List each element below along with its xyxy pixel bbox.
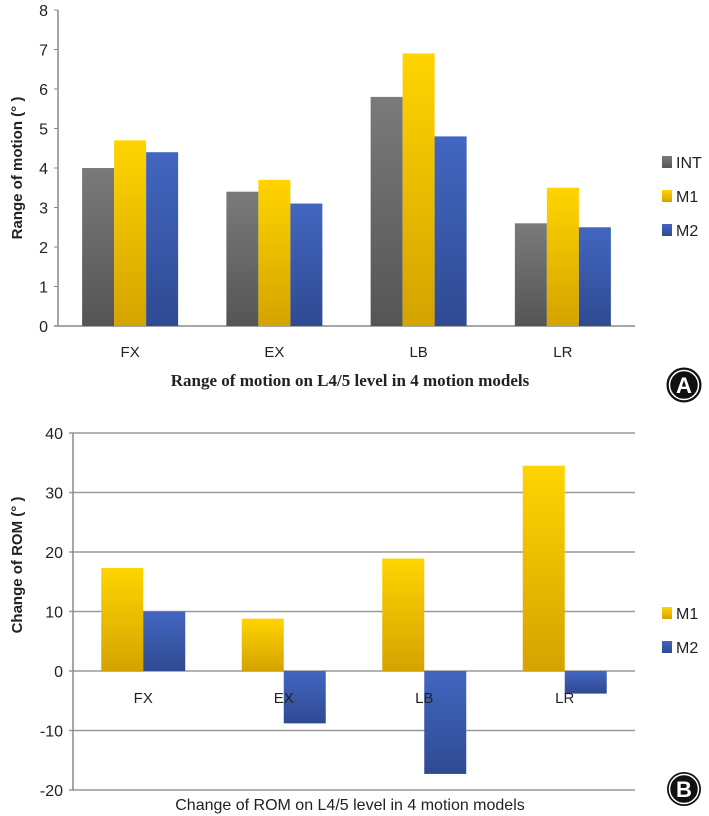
x-tick-label: FX <box>121 344 140 361</box>
bar-m1-lr <box>546 187 579 326</box>
y-axis-label-a: Range of motion (° ) <box>9 97 26 240</box>
x-tick-label: LB <box>409 344 427 361</box>
x-tick-label: EX <box>274 690 294 707</box>
legend-swatch-int <box>662 156 672 168</box>
legend-label-m1: M1 <box>676 189 698 206</box>
bar-m1-lb <box>402 53 435 326</box>
bar-int-lr <box>514 223 547 326</box>
x-tick-label: EX <box>264 344 284 361</box>
bar-int-ex <box>226 191 259 326</box>
y-tick-label: 6 <box>39 82 48 99</box>
chart-a: Range of motion (° ) Range of motion on … <box>9 3 702 390</box>
y-tick-label: 20 <box>45 545 63 562</box>
bar-m1-lb <box>382 558 425 671</box>
y-tick-label: 2 <box>39 240 48 257</box>
bar-m1-ex <box>258 179 291 326</box>
x-axis-title-b: Change of ROM on L4/5 level in 4 motion … <box>175 797 525 814</box>
bar-m2-lr <box>578 227 611 326</box>
y-tick-label: -10 <box>40 724 63 741</box>
legend-swatch-m1 <box>662 607 672 619</box>
bar-m2-fx <box>146 152 179 326</box>
y-tick-label: 10 <box>45 605 63 622</box>
x-tick-label: LR <box>555 690 574 707</box>
bar-m1-ex <box>241 618 284 671</box>
x-axis-title-a: Range of motion on L4/5 level in 4 motio… <box>171 371 530 390</box>
y-tick-label: 30 <box>45 486 63 503</box>
y-tick-label: 8 <box>39 3 48 20</box>
badge-b: B <box>667 772 701 806</box>
legend-swatch-m2 <box>662 224 672 236</box>
legend-label-int: INT <box>676 155 702 172</box>
bar-m2-fx <box>143 611 186 671</box>
bar-int-fx <box>82 168 115 326</box>
x-tick-label: LB <box>415 690 433 707</box>
bar-m2-lr <box>564 671 607 694</box>
bar-m1-fx <box>114 140 147 326</box>
y-axis-label-b: Change of ROM (° ) <box>9 497 26 634</box>
legend-label-m2: M2 <box>676 640 698 657</box>
chart-b: Change of ROM (° ) Change of ROM on L4/5… <box>9 426 698 814</box>
legend-swatch-m2 <box>662 641 672 653</box>
badge-a: A <box>666 367 702 403</box>
badge-b-label: B <box>676 777 692 802</box>
y-tick-label: -20 <box>40 783 63 800</box>
y-tick-label: 40 <box>45 426 63 443</box>
bar-m2-ex <box>290 203 323 326</box>
bar-m1-lr <box>522 465 565 671</box>
legend-label-m2: M2 <box>676 223 698 240</box>
legend-label-m1: M1 <box>676 606 698 623</box>
bar-m2-lb <box>424 671 467 774</box>
badge-a-label: A <box>676 373 692 398</box>
y-tick-label: 4 <box>39 161 48 178</box>
legend-swatch-m1 <box>662 190 672 202</box>
y-tick-label: 1 <box>39 280 48 297</box>
bar-m1-fx <box>101 568 144 671</box>
y-tick-label: 7 <box>39 43 48 60</box>
x-tick-label: FX <box>134 690 153 707</box>
y-tick-label: 5 <box>39 122 48 139</box>
y-tick-label: 0 <box>54 664 63 681</box>
y-tick-label: 0 <box>39 319 48 336</box>
bar-m2-lb <box>434 136 467 326</box>
x-tick-label: LR <box>553 344 572 361</box>
y-tick-label: 3 <box>39 201 48 218</box>
bar-int-lb <box>370 96 403 327</box>
bar-m2-ex <box>283 671 326 724</box>
